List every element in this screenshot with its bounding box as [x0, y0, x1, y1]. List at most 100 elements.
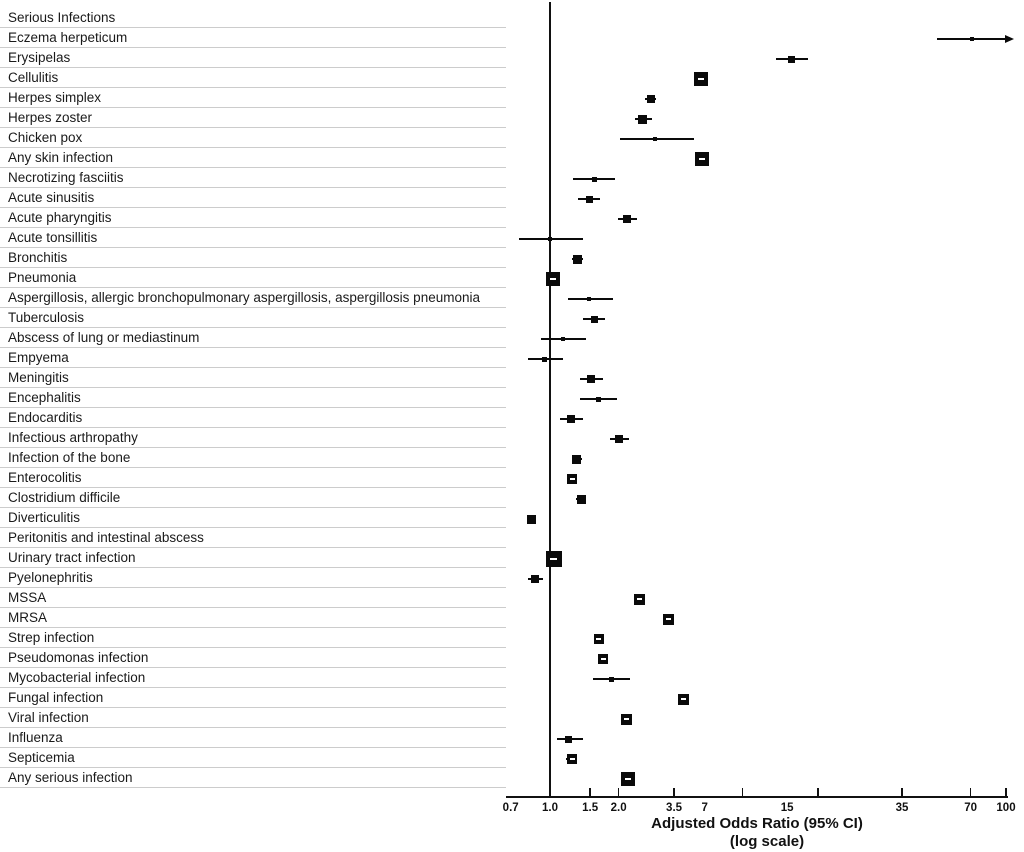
row-separator	[0, 467, 506, 468]
row-label: Tuberculosis	[8, 310, 85, 325]
point-estimate-marker	[576, 494, 586, 504]
point-estimate-marker	[623, 215, 632, 223]
row-separator	[0, 567, 506, 568]
point-estimate-marker	[615, 435, 624, 443]
row-separator	[0, 727, 506, 728]
point-estimate-marker	[567, 415, 576, 423]
x-axis-tick	[549, 788, 551, 796]
row-separator	[0, 147, 506, 148]
point-estimate-marker	[591, 176, 597, 182]
row-separator	[0, 687, 506, 688]
x-axis-tick-label: 35	[895, 802, 909, 814]
ci-arrow-head	[1005, 34, 1014, 43]
x-axis-tick	[969, 788, 972, 796]
row-label: Necrotizing fasciitis	[8, 170, 124, 185]
row-separator	[0, 207, 506, 208]
point-estimate-marker	[572, 454, 582, 464]
row-label: Infectious arthropathy	[8, 430, 138, 445]
x-axis-tick	[589, 788, 591, 796]
point-estimate-marker	[565, 735, 573, 743]
marker-weight-dash	[600, 658, 606, 660]
row-separator	[0, 447, 506, 448]
x-axis-subtitle: (log scale)	[729, 833, 805, 850]
row-separator	[0, 67, 506, 68]
row-separator	[0, 127, 506, 128]
x-axis-tick-label: 3.5	[666, 802, 683, 814]
row-label: Cellulitis	[8, 70, 59, 85]
x-axis-tick	[741, 788, 744, 796]
row-separator	[0, 427, 506, 428]
row-label: MSSA	[8, 590, 47, 605]
row-label: Pneumonia	[8, 270, 77, 285]
point-estimate-marker	[638, 114, 648, 124]
x-axis-tick-label: 0.7	[502, 802, 519, 814]
x-axis-tick	[817, 788, 819, 796]
point-estimate-marker	[527, 514, 537, 524]
row-label: Acute sinusitis	[8, 190, 95, 205]
row-label: Infection of the bone	[8, 450, 131, 465]
x-axis-tick	[901, 788, 903, 796]
x-axis-tick-label: 1.5	[582, 802, 599, 814]
row-label: Pseudomonas infection	[8, 650, 149, 665]
marker-weight-dash	[550, 558, 558, 560]
row-separator	[0, 247, 506, 248]
row-label: Acute pharyngitis	[8, 210, 112, 225]
row-separator	[0, 747, 506, 748]
row-label: Empyema	[8, 350, 69, 365]
marker-weight-dash	[549, 278, 556, 280]
row-separator	[0, 587, 506, 588]
row-separator	[0, 307, 506, 308]
marker-weight-dash	[569, 758, 575, 760]
row-label: Aspergillosis, allergic bronchopulmonary…	[8, 290, 480, 305]
x-axis-title: Adjusted Odds Ratio (95% CI)	[651, 815, 863, 832]
x-axis-tick-label: 1.0	[542, 802, 558, 814]
point-estimate-marker	[586, 375, 595, 383]
row-separator	[0, 327, 506, 328]
row-label: Pyelonephritis	[8, 570, 93, 585]
row-label: Any skin infection	[8, 150, 114, 165]
point-estimate-marker	[572, 254, 582, 264]
row-separator	[0, 767, 506, 768]
row-separator	[0, 107, 506, 108]
row-separator	[0, 187, 506, 188]
row-label: Diverticulitis	[8, 510, 81, 525]
row-label: Herpes zoster	[8, 110, 93, 125]
row-label: Acute tonsillitis	[8, 230, 98, 245]
row-separator	[0, 27, 506, 28]
row-label: MRSA	[8, 610, 48, 625]
row-separator	[0, 487, 506, 488]
point-estimate-marker	[788, 55, 796, 63]
row-label: Septicemia	[8, 750, 75, 765]
x-axis-tick-label: 70	[964, 802, 978, 814]
point-estimate-marker	[970, 37, 975, 41]
row-separator	[0, 607, 506, 608]
row-label: Enterocolitis	[8, 470, 82, 485]
row-separator	[0, 267, 506, 268]
row-separator	[0, 407, 506, 408]
marker-weight-dash	[624, 778, 631, 780]
row-label: Urinary tract infection	[8, 550, 136, 565]
row-separator	[0, 547, 506, 548]
row-separator	[0, 627, 506, 628]
row-separator	[0, 787, 506, 788]
point-estimate-marker	[542, 356, 548, 362]
row-separator	[0, 367, 506, 368]
marker-weight-dash	[637, 598, 643, 600]
point-estimate-marker	[560, 337, 565, 341]
point-estimate-marker	[646, 95, 655, 103]
point-estimate-marker	[548, 237, 552, 241]
x-axis-tick-label: 100	[996, 802, 1016, 814]
row-label: Any serious infection	[8, 770, 133, 785]
row-label: Eczema herpeticum	[8, 30, 128, 45]
row-label: Influenza	[8, 730, 63, 745]
x-axis-tick-label: 2.0	[610, 802, 627, 814]
row-separator	[0, 347, 506, 348]
marker-weight-dash	[665, 618, 671, 620]
marker-weight-dash	[698, 78, 705, 80]
row-separator	[0, 387, 506, 388]
row-label: Strep infection	[8, 630, 95, 645]
row-label-header: Serious Infections	[8, 10, 116, 25]
row-label: Erysipelas	[8, 50, 71, 65]
row-label: Meningitis	[8, 370, 69, 385]
